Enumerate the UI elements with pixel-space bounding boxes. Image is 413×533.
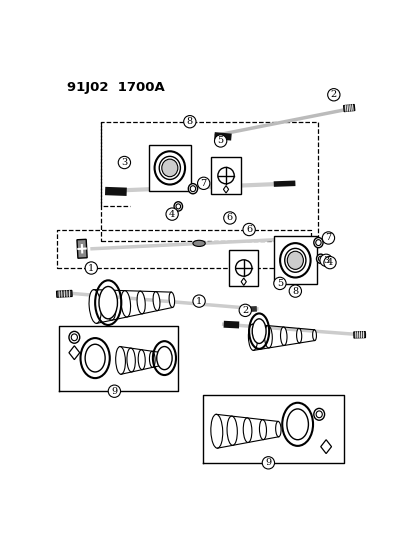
Ellipse shape <box>138 350 145 370</box>
Text: 2: 2 <box>242 306 248 315</box>
Polygon shape <box>77 239 87 258</box>
Circle shape <box>85 262 97 274</box>
Ellipse shape <box>160 353 165 365</box>
Ellipse shape <box>69 332 80 343</box>
Ellipse shape <box>161 159 178 176</box>
Ellipse shape <box>252 319 266 343</box>
Text: 1: 1 <box>195 297 202 305</box>
Ellipse shape <box>259 419 266 440</box>
Polygon shape <box>56 290 72 297</box>
Circle shape <box>239 304 251 317</box>
Ellipse shape <box>287 251 303 269</box>
Text: 8: 8 <box>292 287 298 296</box>
Circle shape <box>321 232 334 244</box>
Ellipse shape <box>176 204 180 209</box>
Ellipse shape <box>188 183 197 194</box>
Ellipse shape <box>105 290 116 320</box>
Circle shape <box>108 385 120 398</box>
Text: 6: 6 <box>226 213 233 222</box>
Ellipse shape <box>313 238 322 248</box>
Circle shape <box>261 457 274 469</box>
Text: 9: 9 <box>111 387 117 395</box>
Ellipse shape <box>316 411 321 418</box>
Text: 8: 8 <box>186 117 192 126</box>
Circle shape <box>223 212 235 224</box>
Ellipse shape <box>312 330 316 341</box>
Ellipse shape <box>71 334 77 341</box>
Ellipse shape <box>318 256 322 261</box>
Polygon shape <box>353 332 365 338</box>
Ellipse shape <box>315 240 320 246</box>
Ellipse shape <box>280 327 286 345</box>
Ellipse shape <box>284 248 305 272</box>
Text: 7: 7 <box>200 179 206 188</box>
Ellipse shape <box>286 409 308 440</box>
Circle shape <box>118 156 130 168</box>
Ellipse shape <box>121 290 130 317</box>
FancyBboxPatch shape <box>273 237 316 284</box>
Text: 7: 7 <box>325 233 331 243</box>
Text: 4: 4 <box>169 209 175 219</box>
Ellipse shape <box>159 156 180 180</box>
Ellipse shape <box>153 292 159 311</box>
Ellipse shape <box>296 328 301 343</box>
Ellipse shape <box>243 418 251 442</box>
FancyBboxPatch shape <box>228 249 258 287</box>
Text: 6: 6 <box>245 225 252 234</box>
Circle shape <box>273 277 285 289</box>
Text: 3: 3 <box>322 256 328 265</box>
Circle shape <box>197 177 209 189</box>
Text: 3: 3 <box>121 158 127 167</box>
Ellipse shape <box>192 240 205 246</box>
Ellipse shape <box>85 344 105 372</box>
Circle shape <box>214 135 226 147</box>
Ellipse shape <box>115 346 125 374</box>
Circle shape <box>323 256 335 269</box>
Ellipse shape <box>127 348 135 372</box>
Ellipse shape <box>169 292 174 308</box>
Text: 9: 9 <box>265 458 271 467</box>
Text: 1: 1 <box>88 263 94 272</box>
Ellipse shape <box>248 324 257 350</box>
Ellipse shape <box>137 291 145 314</box>
Text: 4: 4 <box>326 258 332 267</box>
Circle shape <box>183 116 195 128</box>
Ellipse shape <box>226 416 237 446</box>
Circle shape <box>327 88 339 101</box>
Ellipse shape <box>89 289 101 324</box>
Ellipse shape <box>316 254 324 263</box>
Ellipse shape <box>210 414 222 448</box>
Text: 91J02  1700A: 91J02 1700A <box>66 81 164 94</box>
Ellipse shape <box>190 185 195 192</box>
Text: 5: 5 <box>217 136 223 146</box>
Text: 5: 5 <box>276 279 282 288</box>
Ellipse shape <box>157 346 172 370</box>
Text: 2: 2 <box>330 90 336 99</box>
Ellipse shape <box>275 422 280 437</box>
Ellipse shape <box>99 287 117 319</box>
FancyBboxPatch shape <box>211 157 240 194</box>
FancyBboxPatch shape <box>148 145 190 191</box>
Circle shape <box>319 254 332 266</box>
Polygon shape <box>343 104 354 112</box>
Circle shape <box>192 295 205 308</box>
Circle shape <box>242 223 255 236</box>
Ellipse shape <box>149 351 155 367</box>
Circle shape <box>288 285 301 297</box>
Ellipse shape <box>313 408 324 420</box>
Ellipse shape <box>264 326 272 348</box>
Ellipse shape <box>173 202 182 211</box>
Circle shape <box>166 208 178 220</box>
